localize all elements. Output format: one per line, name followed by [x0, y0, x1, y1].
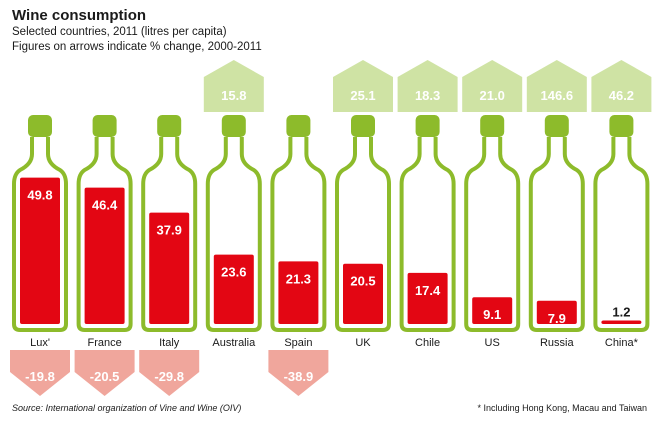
change-arrow-up — [591, 60, 652, 112]
bottle-cap — [609, 115, 634, 137]
wine-bar — [601, 320, 642, 324]
change-label: -19.8 — [25, 369, 55, 384]
change-arrow-down — [139, 350, 200, 396]
bottle-cap — [415, 115, 440, 137]
bottle-outline — [528, 137, 585, 332]
value-label: 17.4 — [415, 283, 441, 298]
change-arrow-up — [333, 60, 393, 112]
value-label: 1.2 — [612, 304, 630, 319]
bottle-cap — [28, 115, 52, 137]
bottle-cap — [92, 115, 117, 137]
wine-bar — [536, 300, 577, 324]
change-arrow-up — [526, 60, 587, 112]
change-label: -20.5 — [90, 369, 120, 384]
value-label: 9.1 — [483, 307, 501, 322]
chart-subtitle: Selected countries, 2011 (litres per cap… — [12, 26, 227, 38]
wine-bar — [472, 297, 513, 324]
category-label: Lux' — [30, 337, 50, 349]
change-label: 46.2 — [609, 88, 634, 103]
change-label: 15.8 — [221, 88, 246, 103]
category-label: Spain — [284, 337, 312, 349]
category-label: Chile — [415, 337, 440, 349]
bottle-outline — [12, 137, 68, 332]
value-label: 7.9 — [548, 311, 566, 326]
value-label: 49.8 — [27, 188, 52, 203]
bottle-outline — [464, 137, 521, 332]
chart-subtitle-note: Figures on arrows indicate % change, 200… — [12, 41, 262, 53]
bottle-outline — [399, 137, 456, 332]
change-label: 146.6 — [541, 88, 574, 103]
bottle-cap — [221, 115, 246, 137]
category-label: China* — [605, 337, 639, 349]
category-label: Italy — [159, 337, 180, 349]
change-label: 25.1 — [350, 88, 375, 103]
bottle-cap — [480, 115, 505, 137]
wine-bar — [407, 272, 448, 324]
change-arrow-down — [268, 350, 329, 396]
change-arrow-up — [397, 60, 458, 112]
change-label: -38.9 — [284, 369, 314, 384]
value-label: 46.4 — [92, 198, 118, 213]
wine-bar — [278, 261, 319, 324]
value-label: 21.3 — [286, 271, 311, 286]
change-arrow-down — [74, 350, 135, 396]
bottle-cap — [157, 115, 182, 137]
category-label: Russia — [540, 337, 575, 349]
wine-bar — [20, 177, 60, 324]
value-label: 23.6 — [221, 265, 246, 280]
chart-title: Wine consumption — [12, 7, 147, 24]
bottle-cap — [351, 115, 375, 137]
change-label: -29.8 — [154, 369, 184, 384]
chart-header: Wine consumption Selected countries, 201… — [12, 6, 262, 55]
value-label: 20.5 — [350, 274, 375, 289]
wine-bar — [213, 254, 254, 324]
category-label: US — [485, 337, 500, 349]
change-arrow-up — [203, 60, 264, 112]
wine-bar — [343, 263, 383, 324]
bottle-cap — [544, 115, 569, 137]
wine-bar — [149, 212, 190, 324]
bottle-outline — [593, 137, 650, 332]
bottle-outline — [205, 137, 262, 332]
change-label: 18.3 — [415, 88, 440, 103]
value-label: 37.9 — [157, 223, 182, 238]
footnote: * Including Hong Kong, Macau and Taiwan — [477, 403, 647, 413]
source-note: Source: International organization of Vi… — [12, 403, 242, 413]
bottle-outline — [270, 137, 327, 332]
category-label: France — [87, 337, 121, 349]
bottle-outline — [335, 137, 391, 332]
category-label: Australia — [212, 337, 256, 349]
wine-bar — [84, 187, 125, 324]
bottle-cap — [286, 115, 311, 137]
change-arrow-down — [10, 350, 70, 396]
change-arrow-up — [462, 60, 523, 112]
category-label: UK — [355, 337, 371, 349]
change-label: 21.0 — [480, 88, 505, 103]
bottle-outline — [76, 137, 133, 332]
bottle-outline — [141, 137, 198, 332]
